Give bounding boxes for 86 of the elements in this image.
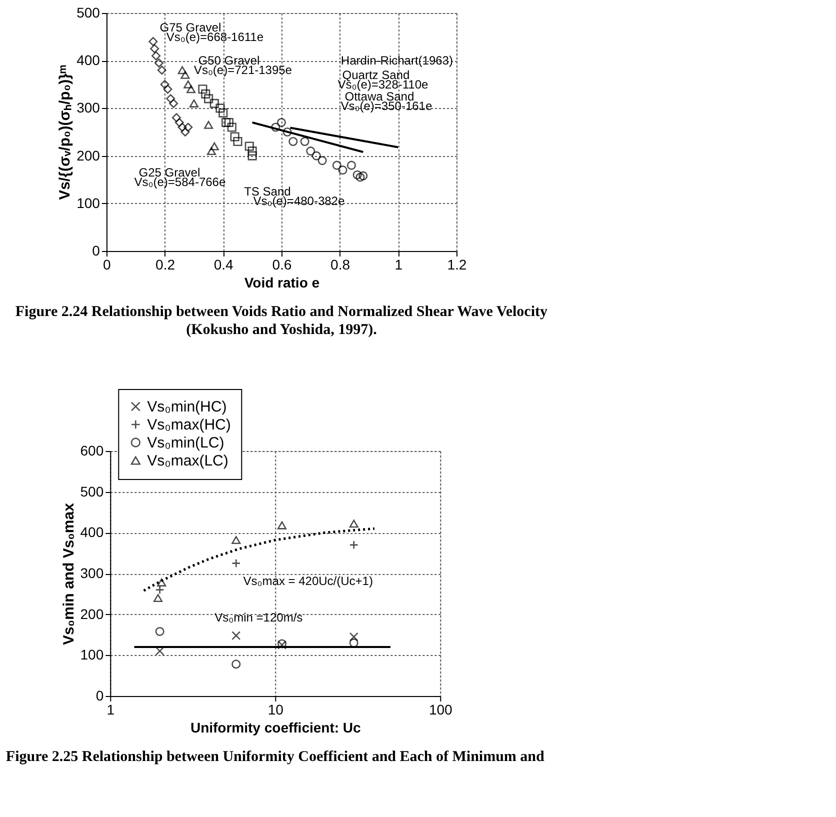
text: (Kokusho and Yoshida, 1997). — [186, 322, 378, 338]
point — [216, 104, 225, 113]
annotation: Vs₀min =120m/s — [214, 610, 303, 625]
x-tick-label: 0.2 — [156, 256, 176, 272]
point — [306, 146, 316, 156]
legend-label: Vs₀min(HC) — [147, 398, 227, 416]
point — [198, 84, 208, 94]
x-tick-label: 1 — [106, 702, 115, 718]
text: Figure 2.24 Relationship between Voids Ratio and Normalized Shear Wave Velocity — [15, 304, 548, 320]
y-tick-label: 300 — [76, 100, 100, 116]
point — [210, 98, 219, 108]
point — [222, 118, 231, 128]
point — [178, 122, 187, 132]
point — [172, 113, 181, 122]
y-tick-label: 200 — [80, 606, 104, 622]
point — [186, 85, 196, 94]
x-tick-label: 0.4 — [214, 256, 234, 272]
point — [180, 127, 190, 137]
point — [227, 122, 236, 132]
point — [152, 51, 161, 60]
y-tick-label: 500 — [80, 483, 104, 500]
y-tick-label: 400 — [76, 52, 100, 68]
y-tick-label: 500 — [76, 4, 100, 20]
point — [358, 171, 368, 180]
point — [184, 80, 193, 88]
point — [352, 170, 362, 180]
point — [206, 147, 216, 156]
point — [224, 118, 234, 128]
x-tick-label: 100 — [428, 702, 453, 718]
y-tick-label: 600 — [80, 442, 104, 458]
x-tick-label: 1 — [394, 256, 403, 272]
text: Figure 2.25 Relationship between Uniformity Coefficient and Each of Minimum and — [6, 749, 546, 765]
point — [248, 151, 257, 160]
y-tick-label: 100 — [80, 646, 104, 663]
point — [230, 132, 240, 142]
point — [300, 137, 310, 146]
legend-label: Vs₀max(HC) — [147, 416, 231, 434]
y-tick-label: 0 — [92, 242, 100, 258]
point — [248, 146, 257, 156]
point — [338, 166, 348, 175]
point — [204, 120, 214, 129]
point — [154, 58, 164, 68]
point — [288, 137, 298, 146]
y-tick-label: 400 — [80, 524, 104, 540]
point — [204, 94, 214, 104]
point — [312, 151, 321, 160]
legend-label: Vs₀min(LC) — [147, 434, 224, 452]
y-axis-title: Vs₀min and Vs₀max — [60, 502, 78, 645]
point — [282, 127, 292, 137]
y-axis-title: Vs/{(σᵥ/p₀)(σₕ/p₀)}ᵐ — [56, 64, 74, 200]
x-tick-label: 0.8 — [330, 256, 350, 272]
point — [157, 66, 166, 75]
y-tick-label: 200 — [76, 147, 100, 164]
annotation: Vs₀max = 420Uc/(Uc+1) — [243, 574, 373, 588]
point — [332, 160, 342, 170]
legend-label: Vs₀max(LC) — [147, 452, 228, 470]
point — [169, 98, 178, 108]
point — [218, 108, 228, 118]
point — [233, 136, 242, 146]
point — [276, 118, 286, 127]
x-tick-label: 0.6 — [272, 256, 292, 272]
point — [346, 160, 356, 170]
point — [184, 122, 193, 132]
point — [150, 44, 160, 54]
x-axis-title: Void ratio e — [244, 274, 320, 290]
point — [174, 118, 184, 128]
point — [201, 89, 210, 98]
x-tick-label: 1.2 — [447, 256, 467, 272]
point — [148, 37, 158, 46]
point — [166, 94, 176, 104]
point — [356, 172, 365, 182]
point — [318, 156, 327, 166]
point — [271, 122, 280, 132]
point — [210, 142, 219, 150]
y-tick-label: 0 — [96, 688, 104, 704]
x-tick-label: 10 — [268, 702, 284, 718]
point — [163, 84, 172, 94]
point — [244, 142, 254, 151]
point — [189, 99, 198, 108]
point — [180, 70, 190, 79]
y-tick-label: 100 — [76, 194, 100, 211]
point — [160, 80, 170, 89]
x-axis-title: Uniformity coefficient: Uc — [190, 720, 362, 736]
annotation: Hardin-Richart(1963) — [340, 54, 453, 68]
y-tick-label: 300 — [80, 565, 104, 581]
point — [178, 66, 187, 74]
